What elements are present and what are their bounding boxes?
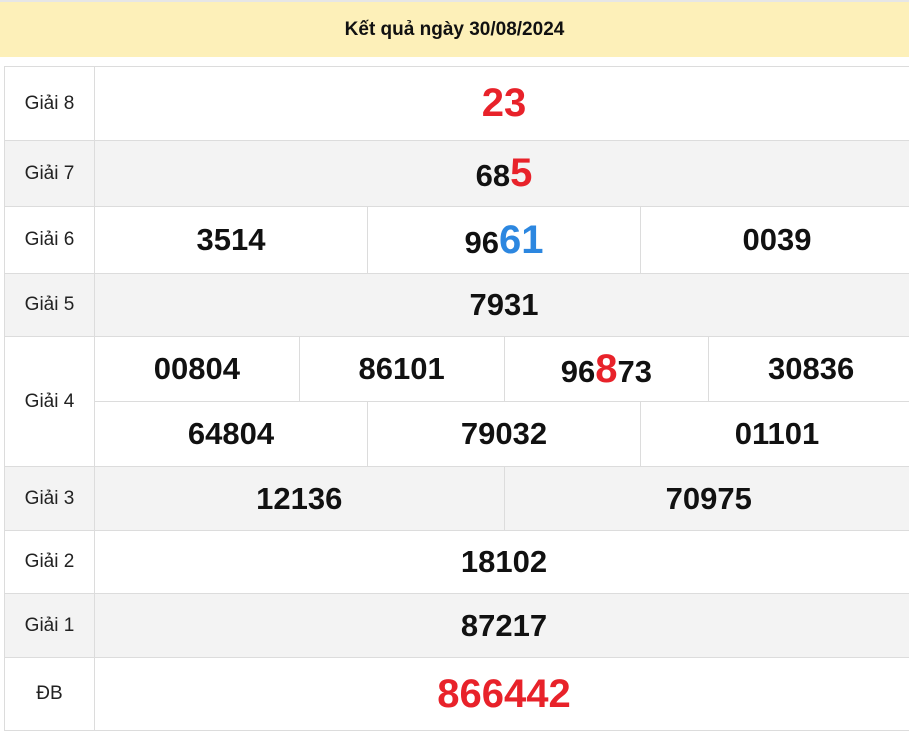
prize-row: Giải 4 00804 86101 96873 30836 64804 79032 0110… — [5, 337, 909, 467]
results-date-header: Kết quả ngày 30/08/2024 — [0, 2, 909, 57]
prize-label: Giải 5 — [5, 274, 95, 337]
number-digits: 73 — [618, 354, 652, 389]
number-digits: 0039 — [743, 222, 812, 257]
highlighted-digits: 866442 — [437, 672, 570, 716]
prize-row: Giải 6 3514 9661 0039 — [5, 207, 909, 274]
winning-number: 866442 — [95, 658, 909, 730]
highlighted-digits: 5 — [510, 151, 532, 195]
winning-number: 86101 — [299, 337, 504, 401]
number-digits: 87217 — [461, 608, 547, 643]
prize-numbers: 12136 70975 — [95, 467, 909, 531]
number-digits: 7931 — [470, 287, 539, 322]
number-digits: 00804 — [154, 351, 240, 386]
prize-label: ĐB — [5, 658, 95, 731]
winning-number: 685 — [95, 141, 909, 206]
winning-number: 87217 — [95, 594, 909, 657]
prize-numbers: 18102 — [95, 531, 909, 594]
prize-numbers: 3514 9661 0039 — [95, 207, 909, 274]
prize-row: Giải 1 87217 — [5, 594, 909, 658]
prize-label: Giải 4 — [5, 337, 95, 467]
number-digits: 96 — [465, 225, 499, 260]
prize-numbers: 7931 — [95, 274, 909, 337]
winning-number: 0039 — [640, 207, 909, 273]
prize-label: Giải 1 — [5, 594, 95, 658]
winning-number: 9661 — [367, 207, 640, 273]
number-digits: 96 — [561, 354, 595, 389]
winning-number: 00804 — [95, 337, 299, 401]
prize-row: Giải 2 18102 — [5, 531, 909, 594]
winning-number: 12136 — [95, 467, 504, 530]
number-digits: 12136 — [256, 481, 342, 516]
prize-row: Giải 8 23 — [5, 67, 909, 141]
winning-number: 7931 — [95, 274, 909, 336]
winning-number: 30836 — [708, 337, 909, 401]
prize-numbers: 00804 86101 96873 30836 64804 79032 01101 — [95, 337, 909, 467]
number-digits: 70975 — [666, 481, 752, 516]
prize-label: Giải 8 — [5, 67, 95, 141]
highlighted-digits: 61 — [499, 218, 544, 262]
prize-label: Giải 7 — [5, 141, 95, 207]
winning-number: 96873 — [504, 337, 709, 401]
prize-numbers: 23 — [95, 67, 909, 141]
prize-numbers: 866442 — [95, 658, 909, 731]
winning-number: 18102 — [95, 531, 909, 593]
prize-numbers: 87217 — [95, 594, 909, 658]
winning-number: 23 — [95, 67, 909, 140]
winning-number: 70975 — [504, 467, 909, 530]
winning-number: 64804 — [95, 402, 367, 466]
number-digits: 3514 — [197, 222, 266, 257]
winning-number: 79032 — [367, 402, 640, 466]
winning-number: 3514 — [95, 207, 367, 273]
number-digits: 64804 — [188, 416, 274, 451]
prize-row: Giải 3 12136 70975 — [5, 467, 909, 531]
number-digits: 18102 — [461, 544, 547, 579]
winning-number: 01101 — [640, 402, 909, 466]
prize-row: ĐB 866442 — [5, 658, 909, 731]
number-digits: 01101 — [735, 416, 820, 451]
number-digits: 68 — [476, 158, 510, 193]
page-title: Kết quả ngày 30/08/2024 — [345, 19, 565, 41]
number-digits: 86101 — [359, 351, 445, 386]
prize-numbers: 685 — [95, 141, 909, 207]
prize-row: Giải 5 7931 — [5, 274, 909, 337]
highlighted-digits: 8 — [595, 347, 617, 391]
number-digits: 79032 — [461, 416, 547, 451]
prize-label: Giải 2 — [5, 531, 95, 594]
highlighted-digits: 23 — [482, 81, 527, 125]
number-digits: 30836 — [768, 351, 854, 386]
prize-label: Giải 6 — [5, 207, 95, 274]
prize-label: Giải 3 — [5, 467, 95, 531]
